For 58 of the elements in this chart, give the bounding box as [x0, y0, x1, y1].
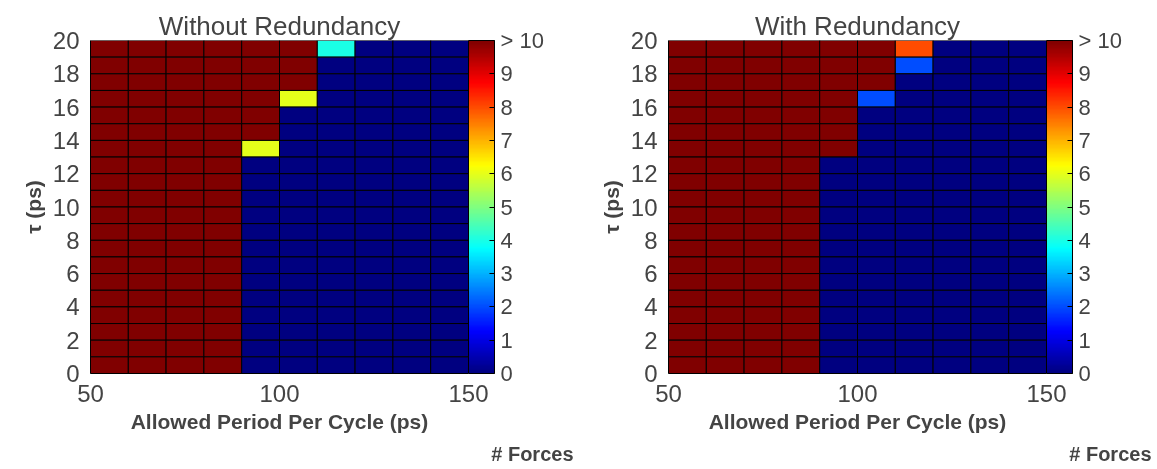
color-bar-label: 1 — [1078, 327, 1091, 353]
y-tick-label: 4 — [644, 293, 658, 321]
color-bar-label: 0 — [500, 361, 513, 386]
x-tick-label: 100 — [837, 379, 878, 407]
y-tick-label: 0 — [66, 360, 80, 387]
color-bar-label: 1 — [500, 327, 513, 353]
y-tick-label: 14 — [52, 126, 80, 154]
color-bar-label: 6 — [1078, 161, 1091, 187]
y-tick-label: 10 — [52, 193, 80, 221]
color-bar-label: 9 — [500, 61, 513, 87]
color-bar-label: 6 — [500, 161, 513, 187]
color-bar-label: 8 — [1078, 94, 1091, 120]
x-axis-title: Allowed Period Per Cycle (ps) — [130, 409, 429, 433]
color-bar-label: 3 — [500, 261, 513, 287]
color-bar-label: 5 — [500, 194, 513, 220]
x-tick-label: 150 — [448, 379, 489, 407]
chart-title: With Redundancy — [754, 10, 961, 41]
color-bar-label: 2 — [1078, 294, 1091, 320]
y-tick-label: 20 — [52, 27, 80, 54]
x-tick-label: 50 — [655, 379, 682, 407]
y-axis-title: τ (ps) — [599, 180, 623, 234]
color-bar-label: 2 — [500, 294, 513, 320]
color-bar-label: 0 — [1078, 361, 1091, 386]
y-tick-label: 14 — [630, 126, 658, 154]
y-tick-label: 4 — [66, 293, 80, 321]
color-bar-label: 3 — [1078, 261, 1091, 287]
y-tick-label: 16 — [630, 93, 658, 121]
color-bar-title: # Forces — [1069, 442, 1152, 465]
y-tick-label: 8 — [66, 226, 80, 254]
y-tick-label: 2 — [66, 326, 80, 354]
color-bar-label: 7 — [500, 127, 513, 153]
x-tick-label: 50 — [77, 379, 104, 407]
y-tick-label: 16 — [52, 93, 80, 121]
color-bar-label: 7 — [1078, 127, 1091, 153]
y-tick-label: 18 — [630, 60, 658, 88]
y-tick-label: 18 — [52, 60, 80, 88]
y-tick-label: 12 — [630, 160, 658, 188]
y-tick-label: 12 — [52, 160, 80, 188]
y-tick-label: 2 — [644, 326, 658, 354]
y-tick-label: 6 — [644, 260, 658, 288]
chart-title: Without Redundancy — [158, 10, 401, 41]
color-bar-label: 8 — [500, 94, 513, 120]
color-bar-label: > 10 — [500, 28, 544, 53]
x-tick-label: 100 — [259, 379, 300, 407]
y-tick-label: 10 — [630, 193, 658, 221]
color-bar-label: 4 — [500, 227, 513, 253]
x-tick-label: 150 — [1026, 379, 1067, 407]
color-bar-label: 4 — [1078, 227, 1091, 253]
color-bar-label: 5 — [1078, 194, 1091, 220]
color-bar-title: # Forces — [491, 442, 574, 465]
x-axis-title: Allowed Period Per Cycle (ps) — [708, 409, 1007, 433]
color-bar-label: 9 — [1078, 61, 1091, 87]
y-tick-label: 8 — [644, 226, 658, 254]
y-axis-title: τ (ps) — [21, 180, 45, 234]
y-tick-label: 6 — [66, 260, 80, 288]
color-bar-label: > 10 — [1078, 28, 1122, 53]
y-tick-label: 0 — [644, 360, 658, 387]
y-tick-label: 20 — [630, 27, 658, 54]
